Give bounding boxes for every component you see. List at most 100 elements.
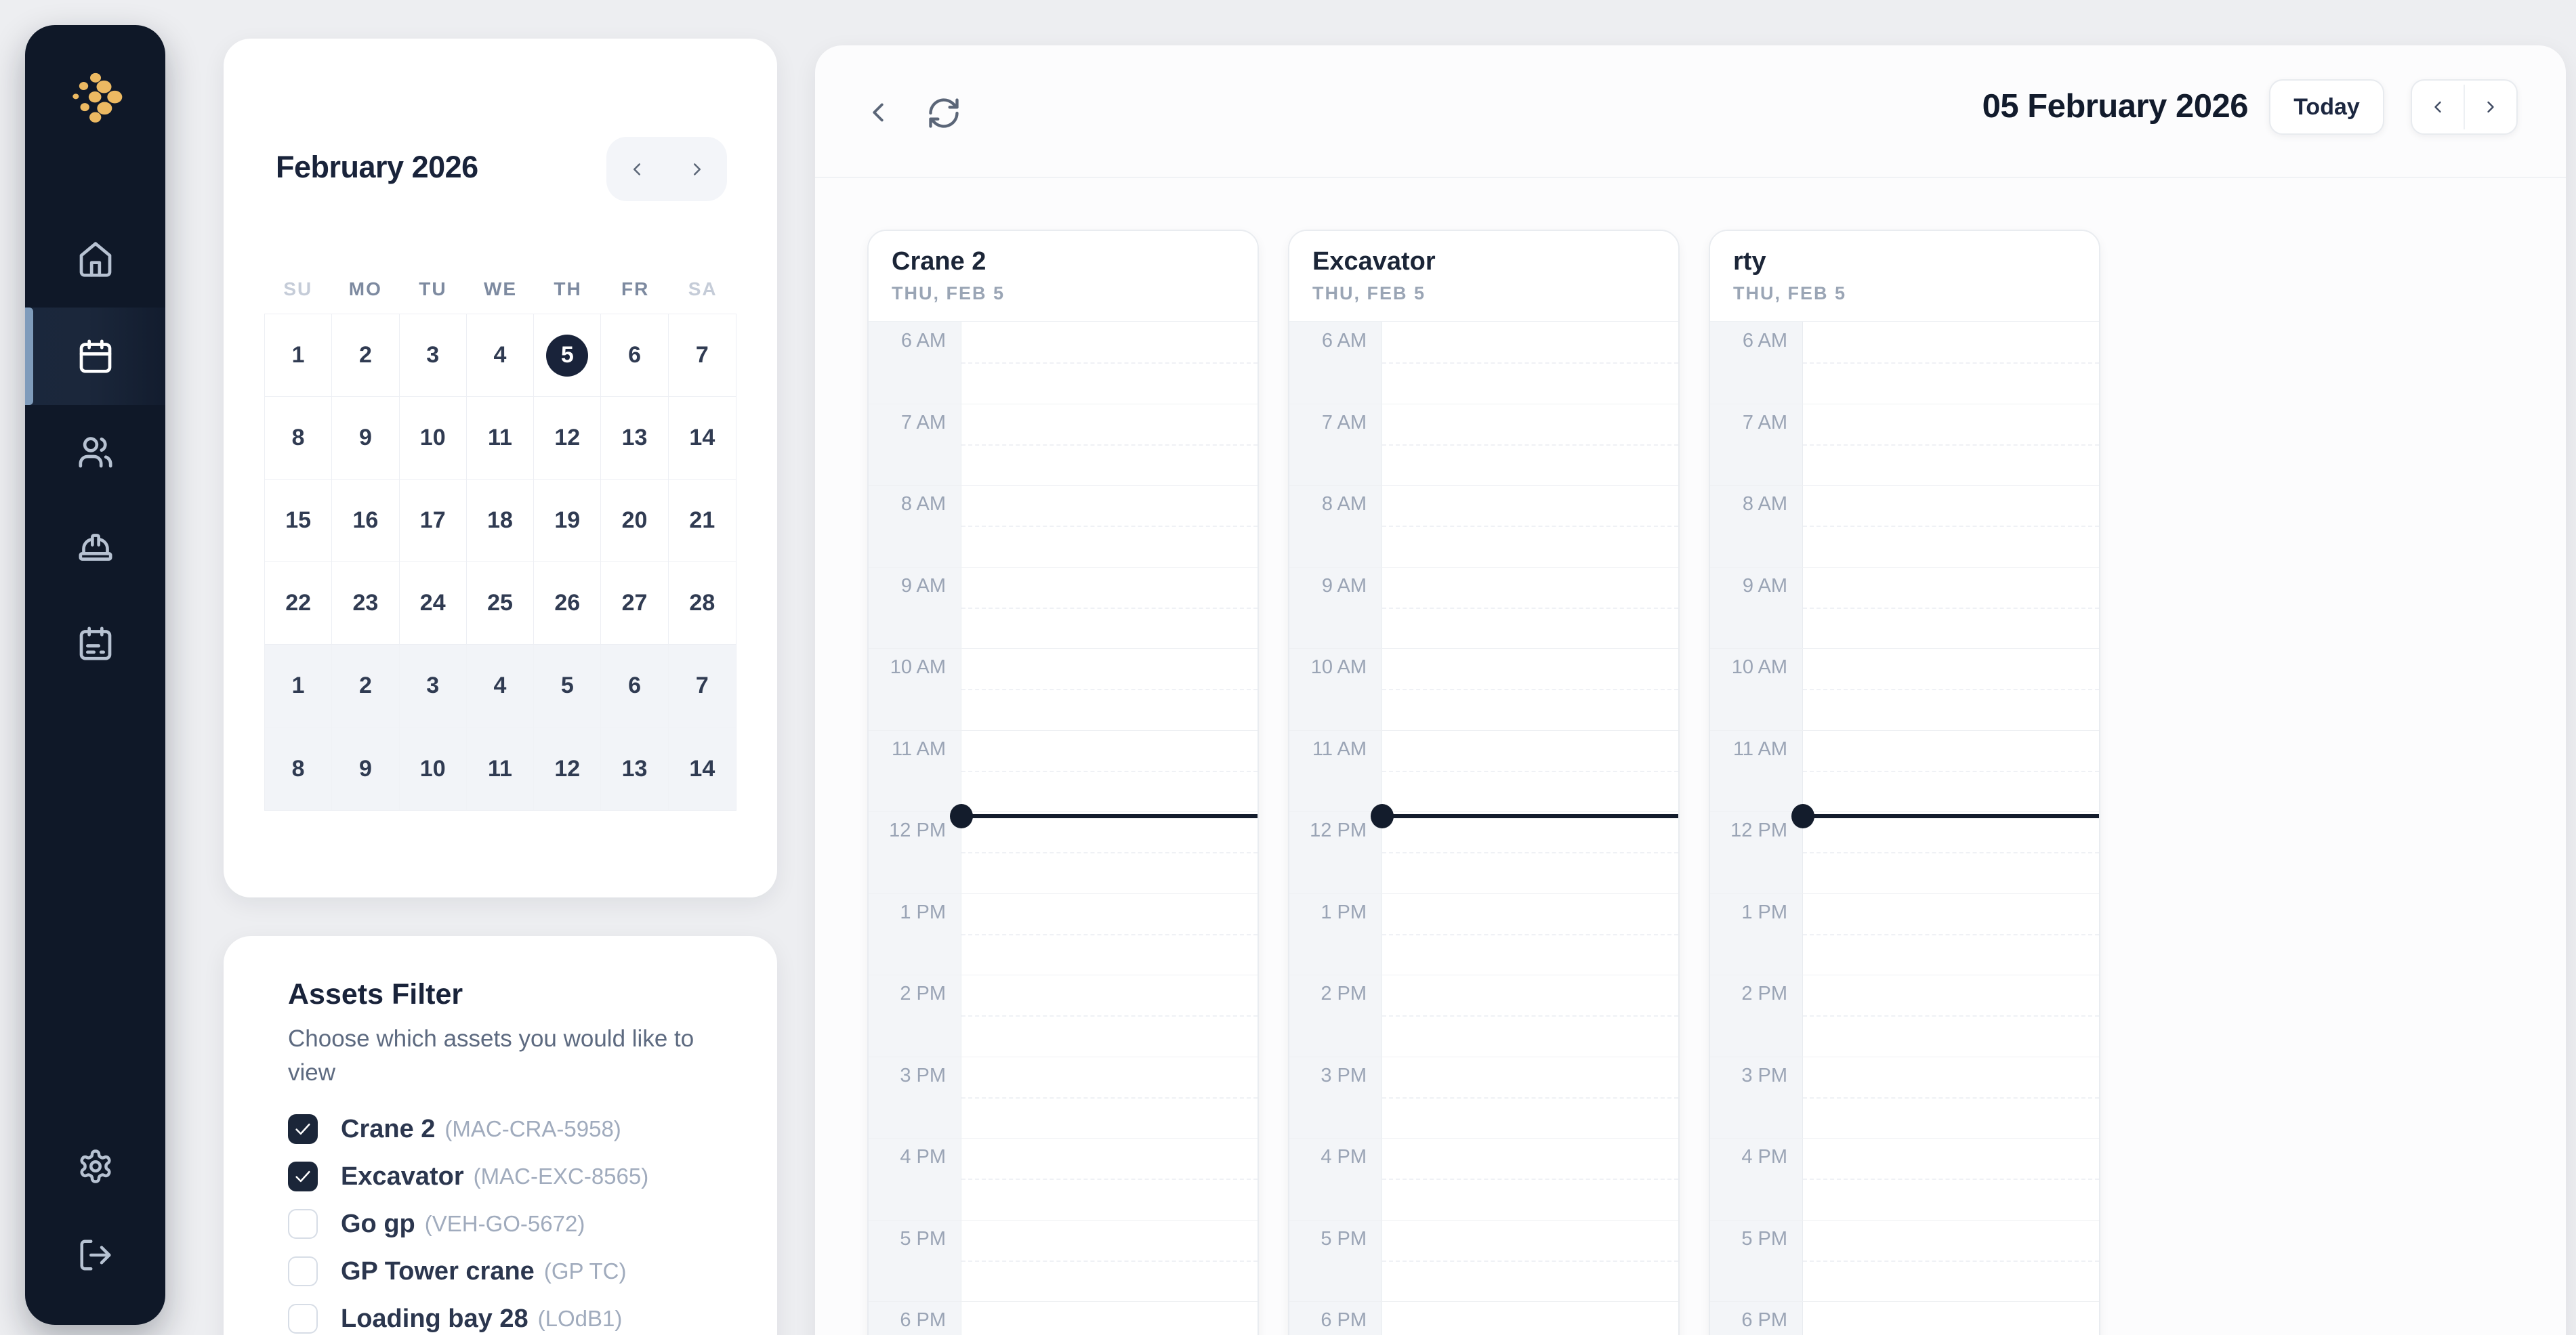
hour-gridline [1289,485,1678,486]
mini-calendar-day[interactable]: 5 [534,314,602,397]
day-grid[interactable]: 6 AM 7 AM 8 AM 9 AM 10 AM 11 AM 12 PM 1 PM 2 PM 3… [869,322,1258,1335]
time-label: 11 AM [1732,738,1787,760]
mini-calendar-week-row: 1 2 3 4 5 6 7 [265,314,736,397]
today-button[interactable]: Today [2269,79,2384,135]
mini-calendar-day[interactable]: 23 [332,562,400,645]
asset-checkbox[interactable] [288,1209,318,1239]
day-number: 1 [291,673,305,698]
time-label: 4 PM [1321,1146,1367,1168]
asset-filter-item[interactable]: Excavator (MAC-EXC-8565) [288,1162,713,1191]
mini-calendar-day[interactable]: 27 [601,562,669,645]
asset-name: GP Tower crane [341,1256,535,1286]
asset-filter-item[interactable]: GP Tower crane (GP TC) [288,1256,713,1286]
day-grid[interactable]: 6 AM 7 AM 8 AM 9 AM 10 AM 11 AM 12 PM 1 PM 2 PM 3… [1710,322,2099,1335]
half-hour-gridline [961,1097,1258,1099]
mini-calendar-day[interactable]: 21 [668,480,736,562]
asset-filter-item[interactable]: Loading bay 28 (LOdB1) [288,1304,713,1334]
hard-hat-icon [79,534,112,561]
mini-calendar-day[interactable]: 6 [601,314,669,397]
mini-calendar-day[interactable]: 1 [265,314,333,397]
column-title: rty [1733,247,1766,276]
column-title: Crane 2 [892,247,986,276]
mini-calendar-day[interactable]: 12 [534,397,602,480]
collapse-sidebar-button[interactable] [863,97,894,128]
mini-calendar-day[interactable]: 13 [601,397,669,480]
day-number: 9 [358,425,372,450]
mini-calendar-day[interactable]: 14 [668,397,736,480]
refresh-button[interactable] [926,96,961,131]
time-label: 9 AM [1321,575,1367,597]
mini-calendar-day[interactable]: 24 [399,562,467,645]
mini-calendar-day[interactable]: 6 [601,645,669,727]
mini-calendar-day[interactable]: 26 [534,562,602,645]
mini-calendar-day[interactable]: 3 [399,645,467,727]
sidebar-item-schedule[interactable] [25,595,165,692]
asset-filter-item[interactable]: Crane 2 (MAC-CRA-5958) [288,1114,713,1144]
sidebar-item-equipment[interactable] [25,499,165,596]
sidebar-item-team[interactable] [25,403,165,501]
next-day-button[interactable] [2465,81,2516,133]
sidebar-item-logout[interactable] [25,1206,165,1304]
day-number: 4 [493,342,507,368]
mini-calendar-day[interactable]: 16 [332,480,400,562]
mini-calendar-day[interactable]: 7 [668,314,736,397]
sidebar-item-home[interactable] [25,211,165,308]
day-number: 18 [487,507,513,533]
header-divider [815,177,2566,178]
time-label: 5 PM [900,1228,946,1250]
mini-calendar-day[interactable]: 10 [399,397,467,480]
current-time-dot [1371,804,1394,828]
mini-calendar-week-row: 8 9 10 11 12 13 14 [265,397,736,480]
mini-calendar-day[interactable]: 10 [400,727,467,810]
mini-calendar-day[interactable]: 15 [265,480,333,562]
mini-calendar-day[interactable]: 25 [466,562,535,645]
prev-day-button[interactable] [2412,81,2464,133]
mini-calendar-day[interactable]: 11 [466,397,535,480]
asset-checkbox[interactable] [288,1162,318,1191]
mini-calendar-day[interactable]: 8 [265,397,333,480]
mini-calendar-day[interactable]: 3 [399,314,467,397]
sidebar-item-calendar[interactable] [25,308,165,405]
mini-calendar-next-button[interactable] [667,137,727,201]
day-number: 23 [352,590,379,616]
mini-calendar-day[interactable]: 7 [668,645,736,727]
mini-calendar-card: February 2026 SU MO TU WE TH FR SA 1 2 3 4 5 6 7 8 9 10… [224,39,777,897]
mini-calendar-prev-button[interactable] [606,137,667,201]
half-hour-gridline [1803,771,2099,772]
day-number: 10 [419,755,446,782]
asset-checkbox[interactable] [288,1256,318,1286]
selected-day-number: 5 [546,334,589,377]
mini-calendar-day[interactable]: 4 [466,314,535,397]
asset-checkbox[interactable] [288,1114,318,1144]
mini-calendar-day[interactable]: 9 [332,397,400,480]
mini-calendar-day[interactable]: 8 [265,727,333,810]
sidebar-item-settings[interactable] [25,1118,165,1215]
mini-calendar-day[interactable]: 17 [399,480,467,562]
day-number: 2 [358,342,372,368]
asset-filter-item[interactable]: Go gp (VEH-GO-5672) [288,1209,713,1239]
mini-calendar-day[interactable]: 19 [534,480,602,562]
mini-calendar-day[interactable]: 4 [466,645,535,727]
mini-calendar-day[interactable]: 2 [332,314,400,397]
mini-calendar-day[interactable]: 13 [601,727,669,810]
mini-calendar-day[interactable]: 28 [668,562,736,645]
half-hour-gridline [1382,689,1678,690]
day-number: 14 [689,425,715,450]
mini-calendar-day[interactable]: 11 [467,727,535,810]
mini-calendar-day[interactable]: 1 [265,645,333,727]
day-number: 11 [488,425,512,450]
mini-calendar-day[interactable]: 20 [601,480,669,562]
mini-calendar-day[interactable]: 5 [534,645,602,727]
mini-calendar-day[interactable]: 12 [534,727,602,810]
mini-calendar-day[interactable]: 18 [466,480,535,562]
column-date-subtitle: THU, FEB 5 [1312,283,1426,303]
mini-calendar-day[interactable]: 2 [332,645,400,727]
mini-calendar-day[interactable]: 9 [332,727,400,810]
asset-checkbox[interactable] [288,1304,318,1334]
mini-calendar-day[interactable]: 22 [265,562,333,645]
mini-calendar-week-row: 1 2 3 4 5 6 7 [265,645,736,727]
day-number: 3 [426,342,440,368]
day-grid[interactable]: 6 AM 7 AM 8 AM 9 AM 10 AM 11 AM 12 PM 1 PM 2 PM 3… [1289,322,1678,1335]
mini-calendar-day[interactable]: 14 [669,727,736,810]
time-label: 1 PM [1741,902,1787,923]
